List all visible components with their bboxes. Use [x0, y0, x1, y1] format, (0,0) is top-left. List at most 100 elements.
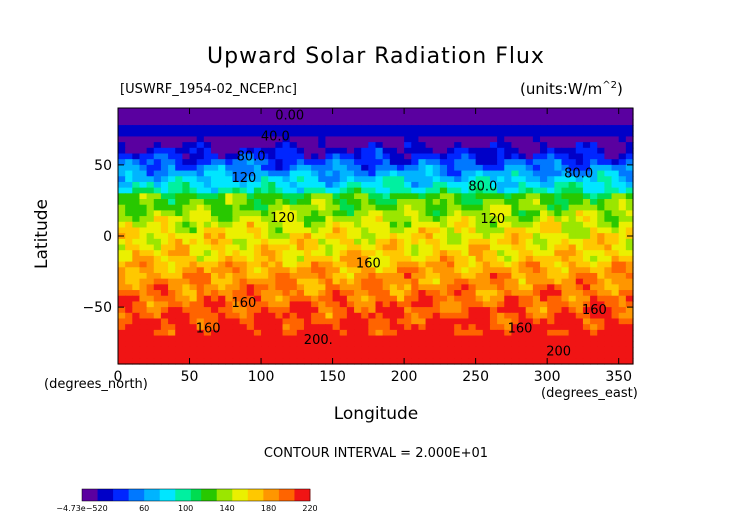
heatmap-cell — [432, 346, 441, 354]
heatmap-cell — [153, 238, 162, 246]
heatmap-cell — [497, 221, 505, 229]
heatmap-cell — [261, 255, 269, 263]
heatmap-cell — [246, 267, 255, 274]
heatmap-cell — [296, 290, 305, 297]
heatmap-cell — [625, 227, 634, 234]
heatmap-cell — [540, 352, 548, 359]
heatmap-cell — [597, 261, 605, 268]
heatmap-cell — [389, 187, 398, 194]
heatmap-cell — [590, 233, 598, 240]
heatmap-cell — [561, 261, 570, 268]
heatmap-cell — [497, 346, 505, 354]
heatmap-cell — [389, 142, 398, 149]
heatmap-cell — [210, 181, 219, 189]
heatmap-cell — [253, 341, 262, 348]
heatmap-cell — [404, 193, 412, 200]
heatmap-cell — [525, 142, 534, 149]
heatmap-cell — [518, 153, 527, 160]
heatmap-cell — [346, 301, 355, 308]
heatmap-cell — [518, 164, 527, 172]
heatmap-cell — [611, 142, 620, 149]
heatmap-cell — [153, 312, 162, 320]
heatmap-cell — [210, 204, 219, 211]
heatmap-cell — [611, 358, 620, 365]
heatmap-cell — [482, 335, 491, 342]
heatmap-cell — [475, 238, 484, 246]
heatmap-cell — [175, 250, 183, 257]
heatmap-cell — [203, 255, 212, 263]
heatmap-cell — [339, 250, 348, 257]
heatmap-cell — [282, 142, 291, 149]
heatmap-cell — [261, 221, 269, 229]
heatmap-cell — [210, 164, 219, 172]
heatmap-cell — [618, 261, 627, 268]
heatmap-cell — [396, 329, 405, 337]
heatmap-cell — [389, 244, 398, 251]
heatmap-cell — [547, 147, 555, 155]
heatmap-cell — [554, 142, 563, 149]
heatmap-cell — [318, 193, 327, 200]
heatmap-cell — [361, 136, 369, 143]
heatmap-cell — [218, 170, 226, 177]
heatmap-cell — [218, 199, 226, 206]
heatmap-cell — [146, 352, 155, 359]
heatmap-cell — [139, 159, 148, 166]
heatmap-cell — [504, 324, 513, 331]
heatmap-cell — [203, 142, 212, 149]
heatmap-cell — [568, 290, 577, 297]
heatmap-cell — [611, 238, 620, 246]
contour-label: 120 — [270, 211, 295, 226]
heatmap-cell — [303, 187, 312, 194]
heatmap-cell — [382, 142, 391, 149]
heatmap-cell — [132, 267, 141, 274]
heatmap-cell — [139, 341, 148, 348]
file-name-label: [USWRF_1954-02_NCEP.nc] — [120, 82, 297, 97]
heatmap-cell — [132, 324, 141, 331]
heatmap-cell — [132, 119, 141, 126]
heatmap-cell — [196, 204, 205, 211]
heatmap-cell — [611, 307, 620, 314]
heatmap-cell — [196, 170, 205, 177]
heatmap-cell — [618, 352, 627, 359]
heatmap-cell — [625, 204, 634, 211]
heatmap-cell — [339, 216, 348, 223]
heatmap-cell — [346, 221, 355, 229]
heatmap-cell — [175, 164, 183, 172]
heatmap-cell — [175, 216, 183, 223]
heatmap-cell — [404, 113, 412, 120]
heatmap-cell — [611, 187, 620, 194]
heatmap-cell — [268, 341, 276, 348]
heatmap-cell — [590, 210, 598, 217]
heatmap-cell — [246, 324, 255, 331]
heatmap-cell — [232, 244, 241, 251]
heatmap-cell — [339, 238, 348, 246]
heatmap-cell — [404, 278, 412, 285]
heatmap-cell — [225, 221, 234, 229]
heatmap-cell — [625, 108, 634, 115]
heatmap-cell — [325, 210, 334, 217]
heatmap-cell — [168, 119, 176, 126]
heatmap-cell — [354, 341, 362, 348]
heatmap-cell — [532, 113, 541, 120]
heatmap-cell — [454, 352, 462, 359]
heatmap-cell — [447, 346, 455, 354]
heatmap-cell — [118, 187, 126, 194]
heatmap-cell — [439, 318, 448, 325]
heatmap-cell — [275, 324, 284, 331]
heatmap-cell — [168, 335, 176, 342]
heatmap-cell — [504, 346, 513, 354]
heatmap-cell — [196, 346, 205, 354]
heatmap-cell — [475, 278, 484, 285]
heatmap-cell — [339, 187, 348, 194]
heatmap-cell — [196, 324, 205, 331]
heatmap-cell — [268, 187, 276, 194]
heatmap-cell — [568, 108, 577, 115]
heatmap-cell — [482, 210, 491, 217]
colorbar-cell — [232, 489, 238, 501]
heatmap-cell — [282, 147, 291, 155]
heatmap-cell — [253, 199, 262, 206]
heatmap-cell — [368, 358, 377, 365]
heatmap-cell — [518, 301, 527, 308]
heatmap-cell — [303, 204, 312, 211]
heatmap-cell — [425, 164, 434, 172]
